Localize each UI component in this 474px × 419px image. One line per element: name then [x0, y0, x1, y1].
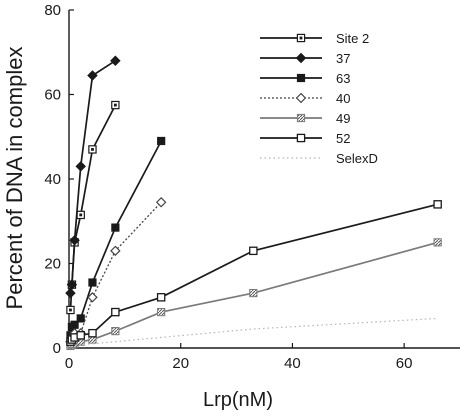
data-point: [110, 245, 121, 257]
y-tick-label: 40: [44, 171, 61, 188]
data-point: [156, 293, 166, 302]
data-point: [111, 100, 120, 110]
y-tick-label: 80: [44, 2, 61, 19]
series-63: [66, 136, 166, 340]
data-point: [76, 314, 85, 323]
y-axis-label: Percent of DNA in complex: [2, 47, 27, 310]
data-point: [75, 161, 86, 172]
data-point: [88, 278, 97, 287]
legend-item: 49: [260, 111, 350, 126]
data-point: [76, 331, 85, 340]
legend-item: 63: [260, 71, 350, 86]
y-tick-label: 20: [44, 256, 61, 273]
legend-item: SelexD: [260, 151, 378, 166]
data-point: [87, 292, 98, 303]
data-point: [65, 287, 76, 299]
data-point: [157, 307, 166, 317]
legend-marker: [296, 113, 306, 123]
data-point: [87, 70, 98, 81]
legend-item: 40: [260, 91, 350, 106]
data-point: [88, 328, 97, 338]
series-selexd: [70, 317, 438, 348]
chart-series: [65, 55, 442, 350]
data-point: [433, 238, 442, 247]
legend-marker: [296, 73, 306, 83]
x-tick-label: 40: [284, 355, 301, 372]
legend-marker: [295, 92, 307, 104]
series-49: [66, 238, 442, 350]
series-line: [69, 203, 438, 343]
legend-marker: [295, 52, 307, 64]
x-tick-label: 60: [396, 355, 413, 372]
legend-label: SelexD: [336, 151, 378, 166]
data-point: [249, 288, 258, 298]
data-point: [76, 210, 85, 220]
data-point: [249, 246, 258, 256]
data-point: [66, 279, 78, 290]
x-tick-label: 20: [172, 355, 189, 372]
y-tick-label: 60: [44, 87, 61, 104]
series-37: [65, 55, 121, 299]
x-tick-label: 0: [65, 355, 73, 372]
legend-marker: [296, 133, 306, 143]
x-axis-label: Lrp(nM): [203, 389, 273, 411]
data-point: [111, 223, 120, 232]
data-point: [88, 145, 97, 154]
chart-axes: 0 20 40 60 80 0 20 40 60: [44, 2, 460, 372]
series-line: [69, 201, 162, 342]
legend-item: 37: [260, 51, 350, 66]
legend-label: Site 2: [336, 31, 369, 46]
series-line: [70, 317, 438, 348]
data-point: [110, 55, 121, 66]
series-line: [69, 140, 162, 336]
data-point: [157, 136, 166, 146]
legend-item: Site 2: [260, 31, 369, 46]
legend-label: 37: [336, 51, 350, 66]
data-point: [433, 200, 442, 209]
y-tick-label: 0: [53, 340, 61, 357]
data-point: [111, 327, 120, 336]
series-40: [65, 196, 167, 347]
legend-label: 63: [336, 71, 350, 86]
legend-label: 49: [336, 111, 350, 126]
data-point: [69, 235, 80, 246]
data-point: [155, 196, 167, 208]
data-point: [111, 307, 120, 317]
legend-label: 52: [336, 131, 350, 146]
legend-item: 52: [260, 131, 350, 146]
legend-marker: [296, 33, 306, 43]
chart-legend: Site 2 37 63 40 49 52 SelexD: [260, 31, 378, 166]
data-point: [66, 305, 75, 315]
series-line: [69, 59, 116, 294]
series-52: [66, 200, 442, 346]
legend-label: 40: [336, 91, 350, 106]
